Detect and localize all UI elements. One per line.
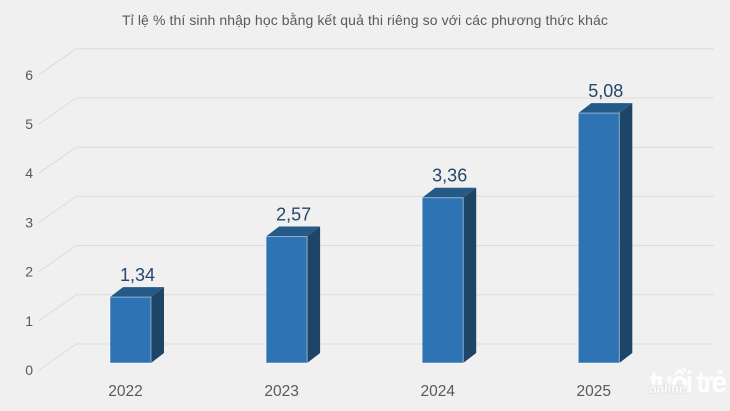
bar-top-2024 (422, 187, 477, 198)
y-tick-2: 2 (25, 264, 33, 280)
x-label-2023: 2023 (264, 383, 298, 400)
value-label-2023: 2,57 (276, 205, 311, 225)
gridline-5 (38, 97, 714, 125)
gridline-0 (38, 343, 714, 371)
bar-side-2022 (151, 287, 164, 363)
x-label-2025: 2025 (577, 383, 611, 400)
value-label-2024: 3,36 (432, 166, 467, 186)
chart-title: Tỉ lệ % thí sinh nhập học bằng kết quả t… (122, 12, 608, 28)
bar-2023 (265, 236, 308, 364)
y-tick-1: 1 (25, 313, 33, 329)
bar-side-2023 (307, 226, 321, 363)
bar-top-2022 (110, 287, 164, 298)
x-label-2024: 2024 (420, 383, 455, 400)
bar-top-2025 (578, 103, 633, 114)
y-tick-6: 6 (25, 67, 33, 83)
y-tick-0: 0 (25, 362, 33, 378)
value-label-2025: 5,08 (588, 81, 623, 101)
gridline-2 (38, 245, 714, 273)
y-tick-3: 3 (25, 214, 33, 230)
bar-2022 (109, 296, 152, 364)
gridline-6 (38, 48, 714, 76)
y-tick-5: 5 (25, 116, 33, 132)
bar-side-2024 (463, 187, 477, 363)
gridline-4 (38, 146, 714, 174)
bar-top-2023 (266, 226, 321, 237)
y-tick-4: 4 (25, 165, 33, 181)
gridline-1 (38, 294, 714, 322)
value-label-2022: 1,34 (120, 265, 155, 285)
bar-2024 (421, 197, 464, 364)
bar-2025 (577, 112, 620, 364)
gridline-3 (38, 195, 714, 223)
x-label-2022: 2022 (108, 383, 142, 400)
bar-side-2025 (619, 103, 633, 364)
